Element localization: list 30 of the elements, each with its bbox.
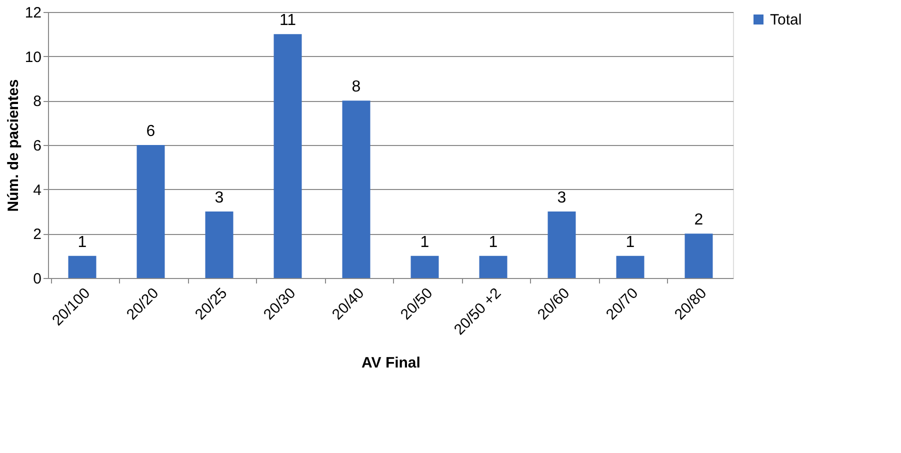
y-tick-label: 12 (24, 4, 42, 22)
bar (136, 145, 165, 278)
y-tick-label: 0 (33, 270, 42, 288)
x-axis-title: AV Final (362, 354, 420, 372)
y-tick-label: 6 (33, 138, 42, 154)
data-label: 1 (78, 234, 87, 251)
data-label: 6 (146, 123, 156, 140)
data-label: 2 (694, 212, 704, 229)
data-label: 8 (352, 78, 361, 96)
bar (68, 256, 96, 278)
y-tick-label: 4 (33, 182, 42, 199)
bar (410, 256, 439, 278)
bar (342, 100, 370, 278)
bar (684, 234, 713, 278)
data-label: 3 (214, 190, 224, 206)
y-tick-label: 2 (33, 226, 42, 244)
bar (205, 212, 234, 278)
data-label: 1 (420, 234, 430, 251)
bar (479, 256, 508, 278)
data-label: 11 (279, 12, 296, 30)
bar (616, 256, 644, 278)
data-label: 1 (626, 234, 635, 251)
y-tick-label: 8 (33, 93, 42, 110)
y-tick-label: 10 (24, 48, 42, 66)
data-label: 1 (488, 234, 498, 251)
legend-label: Total (770, 12, 802, 28)
data-label: 3 (557, 190, 566, 206)
y-axis-title: Núm. de pacientes (4, 79, 22, 212)
bar (274, 34, 302, 278)
bar (548, 212, 576, 278)
